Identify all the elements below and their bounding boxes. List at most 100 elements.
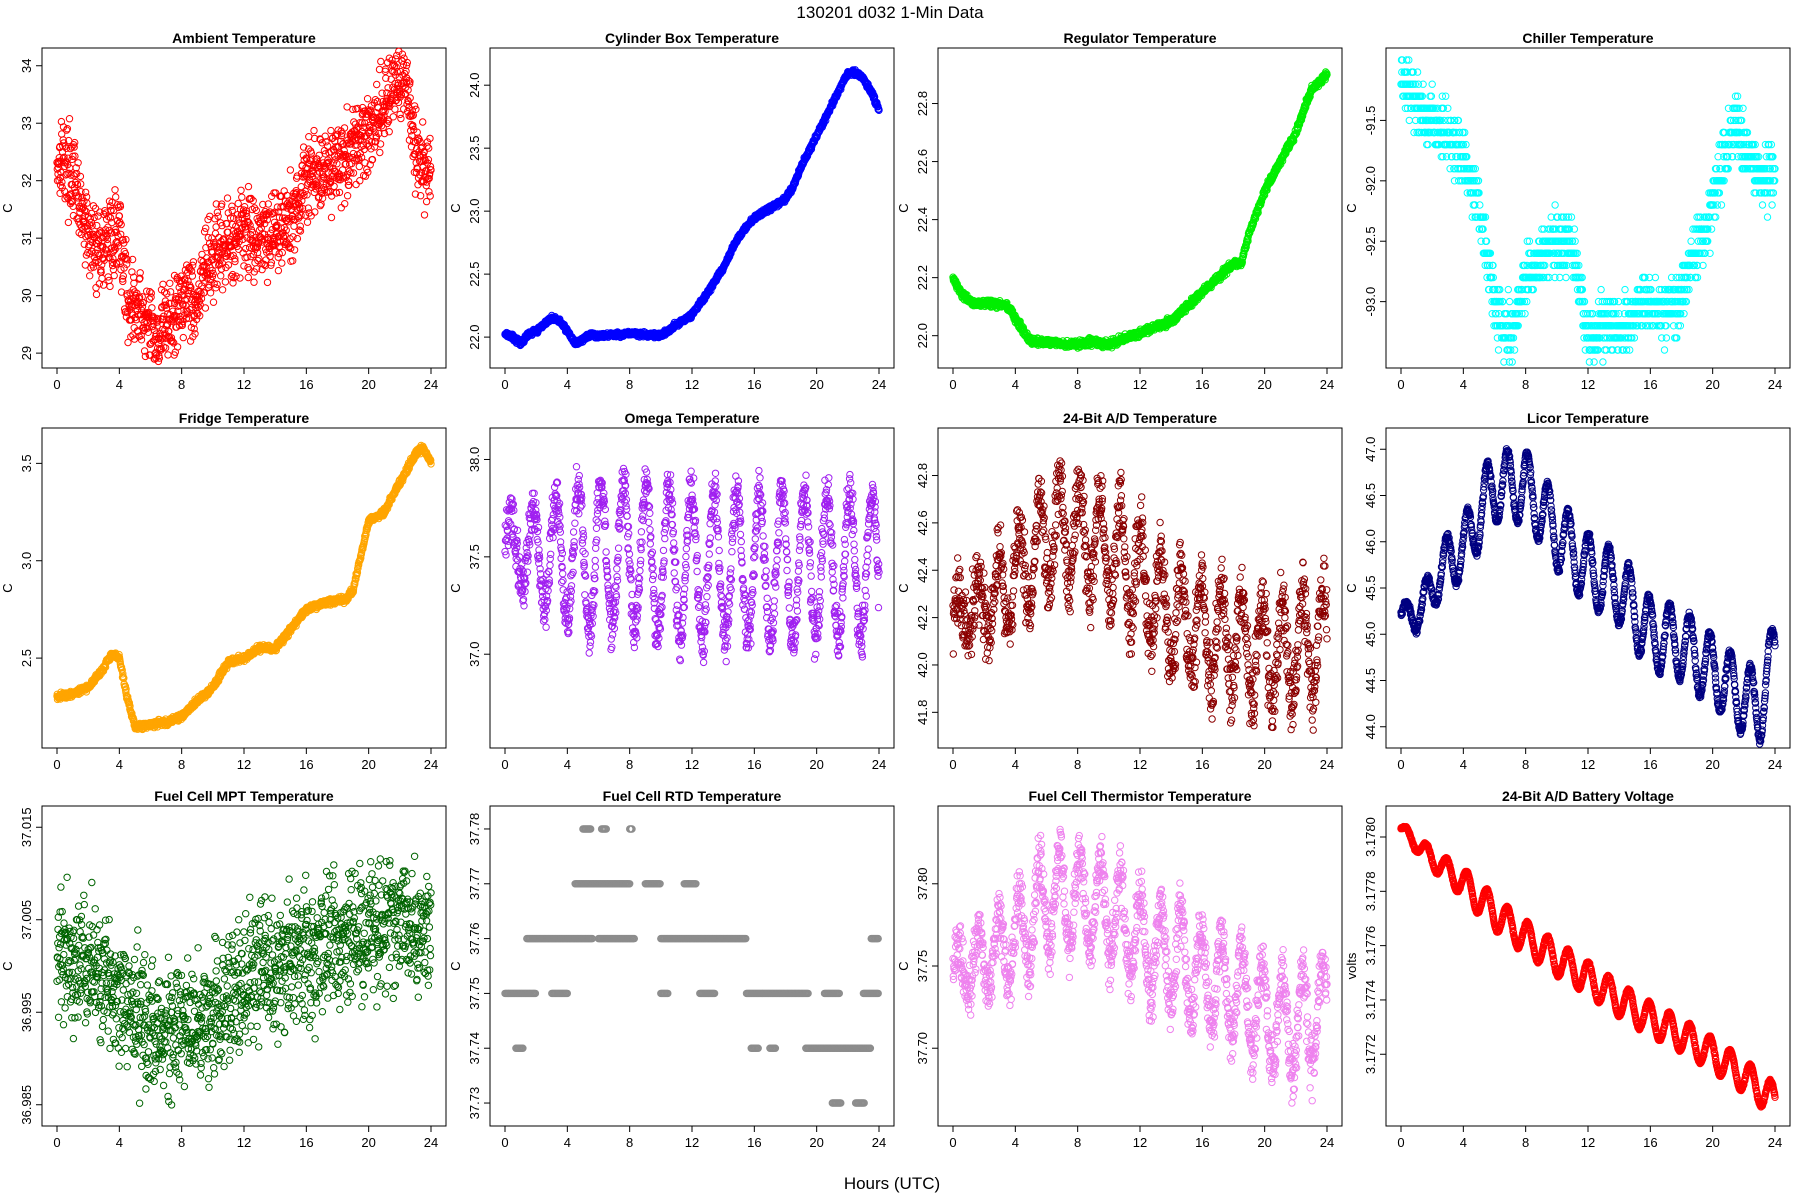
data-point bbox=[193, 301, 201, 309]
x-tick-label: 12 bbox=[685, 377, 699, 392]
data-point bbox=[127, 333, 135, 341]
data-point bbox=[70, 143, 78, 151]
data-point bbox=[149, 312, 157, 321]
data-point bbox=[271, 248, 279, 256]
data-point bbox=[102, 215, 111, 223]
data-point bbox=[274, 266, 283, 275]
data-point bbox=[221, 278, 230, 286]
y-tick-label: 30 bbox=[19, 288, 34, 302]
data-point bbox=[169, 313, 177, 321]
data-point bbox=[232, 272, 240, 280]
data-point bbox=[71, 138, 79, 147]
plot-frame bbox=[937, 47, 1343, 369]
data-point bbox=[201, 279, 209, 287]
x-tick-label: 8 bbox=[178, 377, 185, 392]
data-point bbox=[363, 95, 372, 103]
data-point bbox=[243, 212, 251, 221]
data-point bbox=[310, 126, 318, 135]
data-point bbox=[65, 192, 73, 200]
data-point bbox=[237, 186, 245, 195]
y-tick-label: 29 bbox=[19, 346, 34, 360]
y-tick-label: -92.0 bbox=[1363, 166, 1378, 196]
data-point bbox=[134, 310, 142, 319]
data-point bbox=[211, 261, 220, 269]
data-point bbox=[58, 183, 66, 192]
data-point bbox=[147, 289, 156, 297]
data-point bbox=[74, 159, 82, 167]
data-point bbox=[161, 344, 170, 352]
data-point bbox=[196, 312, 204, 320]
data-point bbox=[117, 288, 126, 296]
data-point bbox=[119, 272, 128, 280]
data-point bbox=[143, 324, 152, 332]
plot-frame bbox=[1385, 47, 1791, 369]
data-point bbox=[164, 351, 172, 359]
data-point bbox=[261, 261, 270, 270]
data-point bbox=[278, 248, 286, 257]
data-point bbox=[243, 253, 251, 261]
y-tick-label: -92.5 bbox=[1363, 226, 1378, 256]
data-point bbox=[96, 242, 105, 250]
data-point bbox=[145, 295, 154, 303]
y-tick-label: 22.8 bbox=[915, 91, 930, 116]
data-point bbox=[149, 317, 157, 325]
data-point bbox=[146, 288, 154, 296]
data-point bbox=[109, 248, 117, 256]
data-point bbox=[184, 277, 192, 285]
data-point bbox=[80, 217, 88, 226]
data-point bbox=[264, 200, 272, 208]
data-point bbox=[71, 152, 79, 160]
data-point bbox=[228, 206, 236, 215]
x-tick-label: 20 bbox=[1705, 377, 1719, 392]
data-point bbox=[231, 255, 239, 263]
data-point bbox=[205, 281, 213, 289]
x-tick-label: 4 bbox=[116, 377, 123, 392]
data-point bbox=[128, 268, 136, 276]
data-point bbox=[178, 291, 186, 299]
y-tick-label: -93.0 bbox=[1363, 287, 1378, 317]
y-tick-label: 22.5 bbox=[467, 261, 482, 286]
data-point bbox=[58, 178, 66, 186]
data-point bbox=[209, 298, 218, 306]
data-point bbox=[213, 208, 222, 217]
data-point bbox=[1505, 297, 1514, 306]
y-axis-label: C bbox=[448, 203, 463, 212]
data-point bbox=[248, 228, 257, 237]
data-point bbox=[145, 313, 153, 321]
x-tick-label: 20 bbox=[361, 377, 375, 392]
x-tick-label: 12 bbox=[1133, 377, 1147, 392]
data-point bbox=[120, 264, 128, 272]
data-point bbox=[275, 213, 284, 221]
data-point bbox=[76, 172, 85, 181]
data-point bbox=[200, 228, 209, 236]
data-point bbox=[376, 148, 384, 157]
data-point bbox=[1504, 285, 1513, 294]
data-point bbox=[156, 336, 165, 344]
data-point bbox=[92, 290, 101, 299]
data-point bbox=[190, 325, 198, 333]
data-point bbox=[224, 261, 233, 269]
data-point bbox=[255, 254, 263, 263]
data-point bbox=[1494, 346, 1503, 354]
data-point bbox=[252, 265, 261, 273]
x-tick-label: 4 bbox=[564, 377, 571, 392]
data-point bbox=[1428, 80, 1436, 88]
y-tick-label: 32 bbox=[19, 173, 34, 187]
data-point bbox=[155, 354, 164, 362]
data-point bbox=[337, 204, 345, 212]
data-point bbox=[373, 80, 381, 89]
data-point bbox=[259, 200, 267, 209]
data-point bbox=[218, 286, 227, 294]
x-tick-label: 0 bbox=[501, 377, 508, 392]
data-point bbox=[198, 250, 206, 259]
data-point bbox=[267, 259, 276, 267]
data-point bbox=[178, 321, 187, 330]
data-point bbox=[154, 357, 163, 366]
data-point bbox=[185, 314, 193, 322]
data-point bbox=[261, 219, 269, 228]
data-point bbox=[63, 125, 72, 133]
data-point bbox=[148, 304, 156, 312]
data-point bbox=[223, 194, 232, 202]
